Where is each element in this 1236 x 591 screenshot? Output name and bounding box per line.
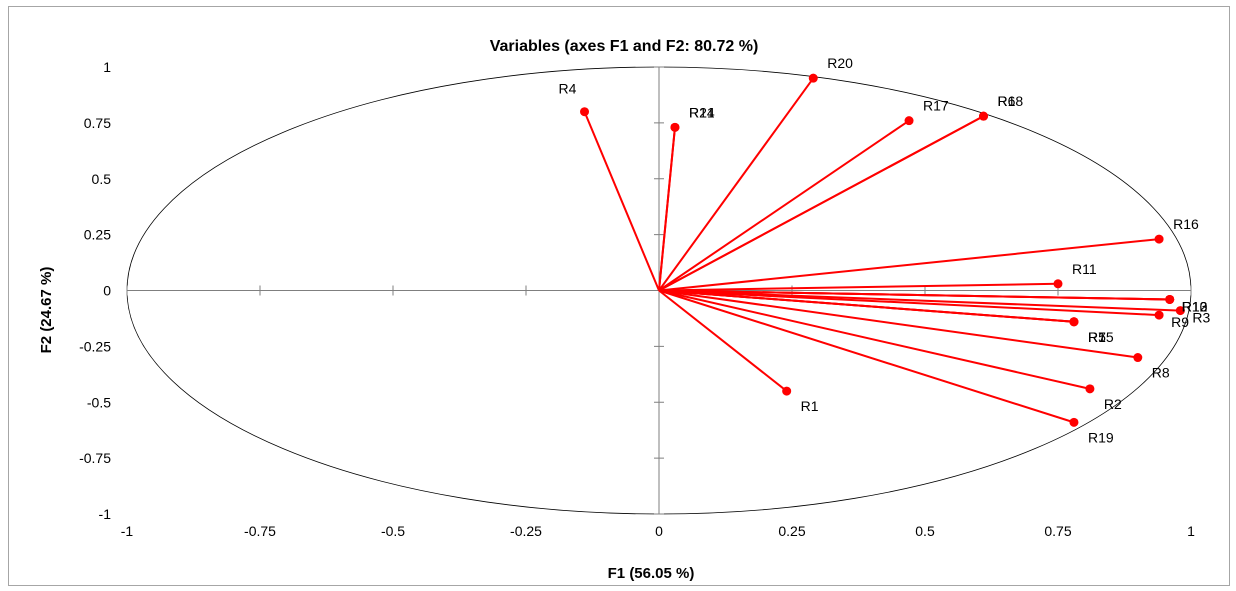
x-tick-label: 0.5: [915, 523, 935, 539]
label-r8: R8: [1152, 365, 1170, 381]
point-r19: [1069, 417, 1079, 427]
label-r2: R2: [1104, 396, 1122, 412]
x-tick-label: -0.25: [510, 523, 542, 539]
point-r15: [1069, 317, 1079, 327]
label-r4: R4: [559, 81, 577, 97]
label-r18: R18: [998, 93, 1024, 109]
label-r20: R20: [827, 55, 853, 71]
point-r4: [580, 107, 590, 117]
vector-r15: [658, 289, 1075, 323]
vector-r17: [658, 119, 910, 292]
chart-area: Variables (axes F1 and F2: 80.72 %) F1 (…: [8, 6, 1230, 586]
label-r6: R6: [998, 93, 1016, 109]
vector-r11: [658, 282, 1059, 292]
y-tick-label: 1: [103, 59, 111, 75]
chart-canvas: Variables (axes F1 and F2: 80.72 %) F1 (…: [38, 38, 1210, 582]
x-tick-label: 1: [1187, 523, 1195, 539]
point-r11: [1053, 279, 1063, 289]
point-r8: [1133, 353, 1143, 363]
x-axis-title: F1 (56.05 %): [608, 565, 695, 582]
label-r1: R1: [801, 398, 819, 414]
x-tick-label: -0.75: [244, 523, 276, 539]
point-r13: [1165, 294, 1175, 304]
label-r9: R9: [1171, 314, 1189, 330]
label-r3: R3: [1192, 310, 1210, 326]
x-tick-label: 0: [655, 523, 663, 539]
vector-r8: [658, 289, 1138, 359]
x-tick-label: -1: [121, 523, 134, 539]
point-r16: [1154, 234, 1164, 244]
vector-r21: [658, 127, 676, 291]
vector-r16: [658, 238, 1160, 292]
label-r19: R19: [1088, 429, 1114, 445]
y-tick-label: -1: [99, 506, 112, 522]
label-r7: R7: [1088, 329, 1106, 345]
label-r13: R13: [1182, 298, 1208, 314]
vector-r13: [658, 289, 1170, 301]
point-r20: [808, 73, 818, 83]
point-r3: [1175, 306, 1185, 316]
y-tick-label: 0: [103, 283, 111, 299]
y-axis-title: F2 (24.67 %): [38, 267, 55, 354]
y-tick-label: -0.75: [79, 450, 111, 466]
vector-r2: [658, 289, 1091, 390]
label-r11: R11: [1072, 261, 1097, 277]
chart-title: Variables (axes F1 and F2: 80.72 %): [490, 38, 759, 55]
x-tick-label: -0.5: [381, 523, 405, 539]
label-r21: R21: [689, 104, 715, 120]
point-r21: [670, 122, 680, 132]
label-r5: R5: [1088, 329, 1106, 345]
vector-r9: [658, 289, 1160, 317]
point-r1: [782, 386, 792, 396]
label-r16: R16: [1173, 216, 1199, 232]
label-r14: R14: [689, 104, 715, 120]
vector-r20: [658, 77, 815, 292]
point-r17: [904, 116, 914, 126]
y-tick-label: -0.25: [79, 338, 111, 354]
y-tick-label: 0.5: [92, 171, 112, 187]
label-r12: R12: [1182, 298, 1208, 314]
plot-layer: -1 -0.75 -0.5 -0.25 0 0.25 0.5 0.75 1 1 0.75 0.5 0.2…: [79, 55, 1210, 539]
point-r9: [1154, 310, 1164, 320]
label-r15: R15: [1088, 329, 1114, 345]
vector-r4: [583, 111, 660, 291]
point-r18: [979, 111, 989, 121]
vector-r18: [658, 115, 984, 292]
point-r2: [1085, 384, 1095, 394]
y-tick-label: 0.75: [84, 115, 111, 131]
y-tick-label: -0.5: [87, 394, 111, 410]
label-r17: R17: [923, 98, 949, 114]
vector-r1: [658, 289, 788, 392]
x-tick-label: 0.25: [778, 523, 805, 539]
y-tick-label: 0.25: [84, 227, 111, 243]
x-tick-label: 0.75: [1044, 523, 1071, 539]
label-r10: R10: [1182, 298, 1208, 314]
vector-r19: [658, 289, 1075, 424]
